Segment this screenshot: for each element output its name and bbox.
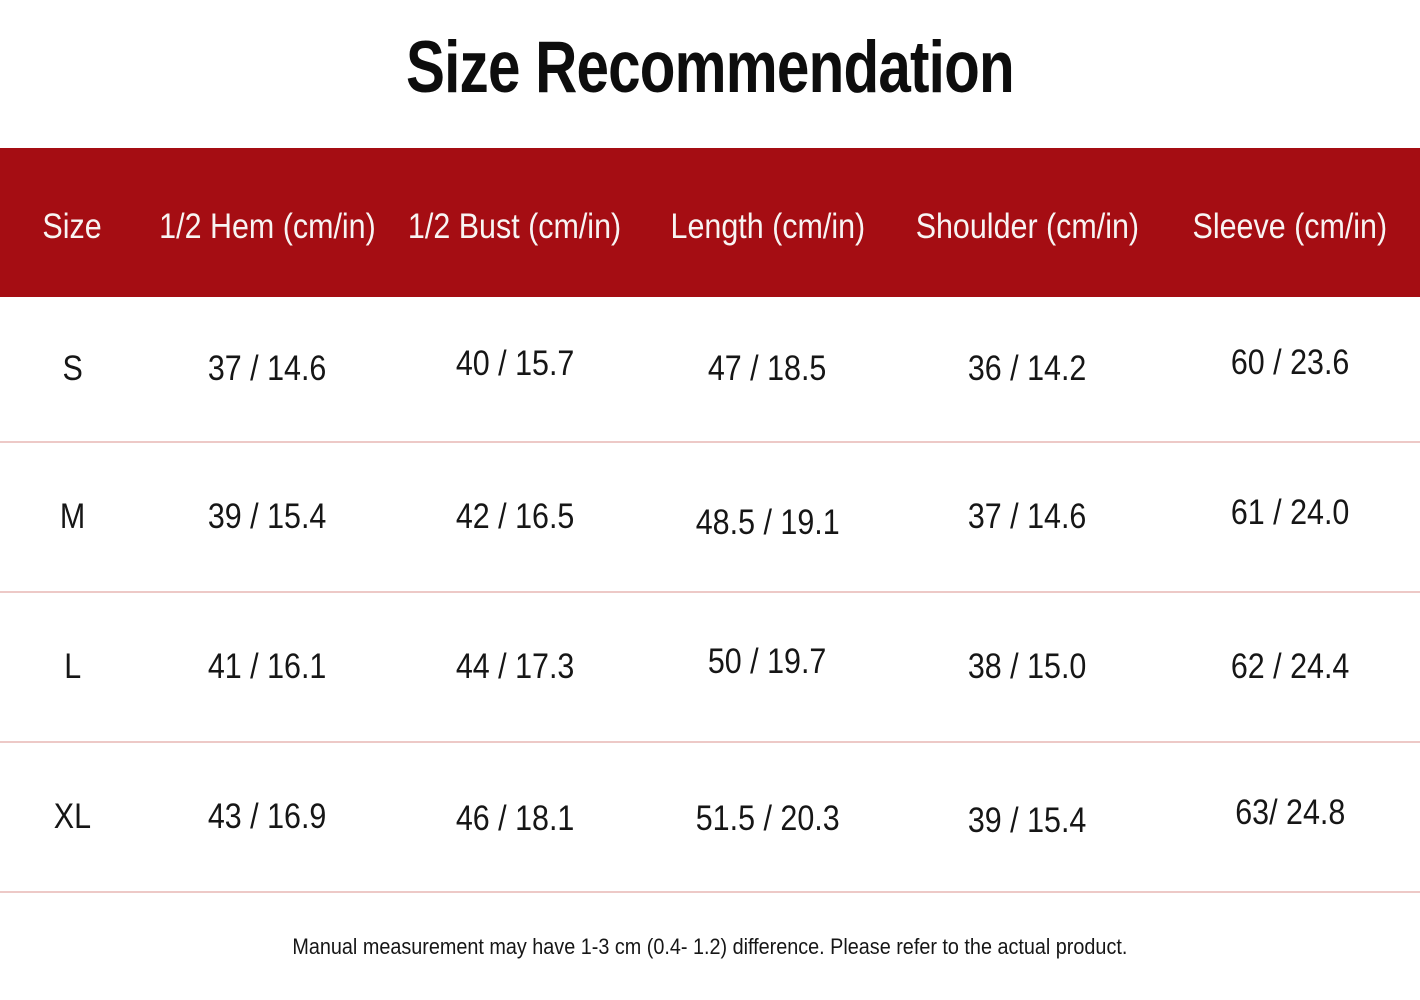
sleeve-value: 63/ 24.8 (1234, 793, 1346, 832)
hem-value: 39 / 15.4 (208, 497, 327, 536)
cell-hem: 37 / 14.6 (145, 297, 390, 441)
cell-sleeve: 63/ 24.8 (1160, 743, 1420, 891)
hem-value: 41 / 16.1 (208, 647, 327, 686)
column-header-bust-label: 1/2 Bust (cm/in) (408, 206, 622, 246)
shoulder-value: 37 / 14.6 (968, 497, 1087, 536)
cell-size: M (0, 443, 145, 591)
cell-shoulder: 36 / 14.2 (895, 297, 1160, 441)
length-value: 47 / 18.5 (708, 349, 827, 388)
page-title: Size Recommendation (0, 0, 1420, 148)
length-value: 48.5 / 19.1 (695, 503, 840, 542)
length-value: 51.5 / 20.3 (695, 799, 840, 838)
size-value: S (62, 349, 83, 388)
size-value: M (59, 497, 86, 536)
cell-hem: 39 / 15.4 (145, 443, 390, 591)
cell-bust: 44 / 17.3 (390, 593, 640, 741)
column-header-bust: 1/2 Bust (cm/in) (390, 148, 640, 297)
hem-value: 43 / 16.9 (208, 797, 327, 836)
cell-size: S (0, 297, 145, 441)
table-row-m: M 39 / 15.4 42 / 16.5 48.5 / 19.1 37 / 1… (0, 443, 1420, 593)
table-row-xl: XL 43 / 16.9 46 / 18.1 51.5 / 20.3 39 / … (0, 743, 1420, 893)
table-row-l: L 41 / 16.1 44 / 17.3 50 / 19.7 38 / 15.… (0, 593, 1420, 743)
column-header-hem: 1/2 Hem (cm/in) (145, 148, 390, 297)
bust-value: 46 / 18.1 (455, 799, 575, 838)
cell-size: XL (0, 743, 145, 891)
footer-note: Manual measurement may have 1-3 cm (0.4-… (0, 893, 1420, 1000)
cell-length: 48.5 / 19.1 (640, 443, 895, 591)
cell-hem: 41 / 16.1 (145, 593, 390, 741)
sleeve-value: 60 / 23.6 (1230, 343, 1350, 382)
cell-sleeve: 60 / 23.6 (1160, 297, 1420, 441)
hem-value: 37 / 14.6 (208, 349, 327, 388)
table-row-s: S 37 / 14.6 40 / 15.7 47 / 18.5 36 / 14.… (0, 297, 1420, 443)
footer-note-text: Manual measurement may have 1-3 cm (0.4-… (292, 933, 1128, 959)
page-title-text: Size Recommendation (406, 26, 1015, 108)
size-value: L (64, 647, 81, 686)
shoulder-value: 38 / 15.0 (968, 647, 1087, 686)
column-header-size: Size (0, 148, 145, 297)
cell-length: 51.5 / 20.3 (640, 743, 895, 891)
cell-hem: 43 / 16.9 (145, 743, 390, 891)
cell-shoulder: 39 / 15.4 (895, 743, 1160, 891)
bust-value: 44 / 17.3 (455, 647, 575, 686)
column-header-length: Length (cm/in) (640, 148, 895, 297)
column-header-size-label: Size (42, 206, 103, 246)
size-table: Size 1/2 Hem (cm/in) 1/2 Bust (cm/in) Le… (0, 148, 1420, 893)
column-header-shoulder-label: Shoulder (cm/in) (915, 206, 1140, 246)
shoulder-value: 36 / 14.2 (968, 349, 1087, 388)
column-header-hem-label: 1/2 Hem (cm/in) (159, 206, 376, 246)
column-header-sleeve-label: Sleeve (cm/in) (1192, 206, 1388, 246)
sleeve-value: 62 / 24.4 (1230, 647, 1350, 686)
shoulder-value: 39 / 15.4 (968, 801, 1087, 840)
cell-bust: 46 / 18.1 (390, 743, 640, 891)
cell-size: L (0, 593, 145, 741)
bust-value: 42 / 16.5 (455, 497, 575, 536)
column-header-shoulder: Shoulder (cm/in) (895, 148, 1160, 297)
cell-length: 47 / 18.5 (640, 297, 895, 441)
cell-shoulder: 38 / 15.0 (895, 593, 1160, 741)
bust-value: 40 / 15.7 (455, 344, 575, 383)
column-header-length-label: Length (cm/in) (670, 206, 865, 246)
cell-shoulder: 37 / 14.6 (895, 443, 1160, 591)
cell-length: 50 / 19.7 (640, 593, 895, 741)
cell-sleeve: 62 / 24.4 (1160, 593, 1420, 741)
size-value: XL (53, 797, 92, 836)
sleeve-value: 61 / 24.0 (1230, 493, 1350, 532)
column-header-sleeve: Sleeve (cm/in) (1160, 148, 1420, 297)
length-value: 50 / 19.7 (708, 642, 827, 681)
cell-bust: 40 / 15.7 (390, 297, 640, 441)
table-header-row: Size 1/2 Hem (cm/in) 1/2 Bust (cm/in) Le… (0, 148, 1420, 297)
cell-sleeve: 61 / 24.0 (1160, 443, 1420, 591)
cell-bust: 42 / 16.5 (390, 443, 640, 591)
